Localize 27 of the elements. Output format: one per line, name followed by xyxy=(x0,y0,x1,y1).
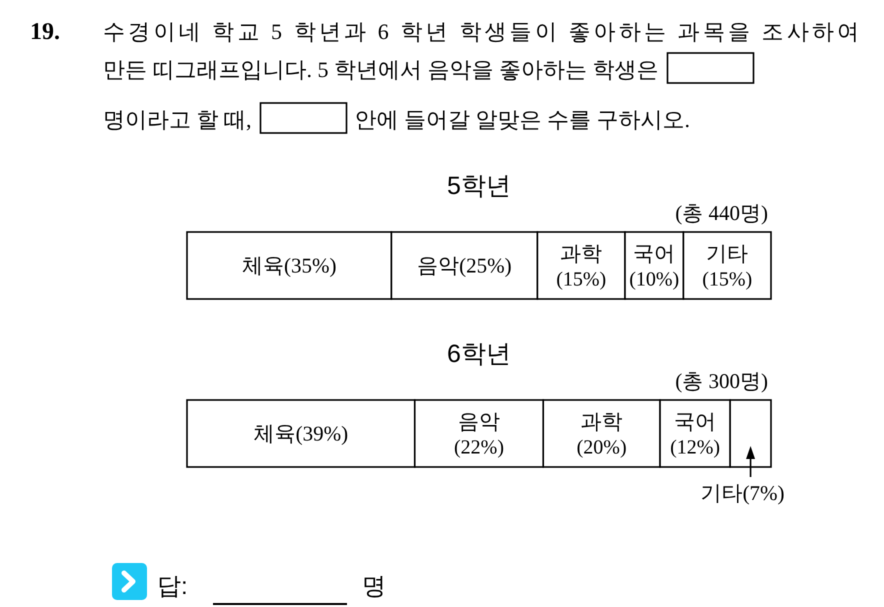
chart-title: 6학년 xyxy=(447,340,511,368)
text: 음악(25%) xyxy=(417,254,512,278)
text: 만든 띠그래프입니다. 5 학년에서 음악을 좋아하는 학생은 xyxy=(103,57,658,82)
series-label: 국어 xyxy=(633,242,676,266)
data-label: (12%) xyxy=(670,436,720,458)
chart-title: 5학년 xyxy=(447,172,511,200)
text: 체육(35%) xyxy=(242,254,336,278)
data-label: (15%) xyxy=(702,268,752,290)
series-label: 과학 xyxy=(580,410,623,434)
text: 명 xyxy=(362,573,386,600)
text: 명이라고 할 때, xyxy=(103,107,252,132)
text: 체육(39%) xyxy=(254,422,348,446)
text: 기타(7%) xyxy=(700,481,785,505)
series-label: 기타 xyxy=(706,242,748,266)
series-label: 국어 xyxy=(674,410,716,434)
text: 안에 들어갈 알맞은 수를 구하시오. xyxy=(354,107,690,132)
chart-subtitle: (총 300명) xyxy=(675,369,768,393)
data-label: (22%) xyxy=(454,436,504,458)
text: 19. xyxy=(30,19,60,45)
data-label: (10%) xyxy=(629,268,680,290)
text: 수경이네 학교 5 학년과 6 학년 학생들이 좋아하는 과목을 조사하여 xyxy=(103,19,859,44)
data-label: (20%) xyxy=(576,436,627,458)
series-label: 음악 xyxy=(458,410,500,434)
chart-subtitle: (총 440명) xyxy=(675,201,768,225)
text: 답: xyxy=(157,573,188,600)
series-label: 과학 xyxy=(560,242,602,266)
data-label: (15%) xyxy=(556,268,606,290)
